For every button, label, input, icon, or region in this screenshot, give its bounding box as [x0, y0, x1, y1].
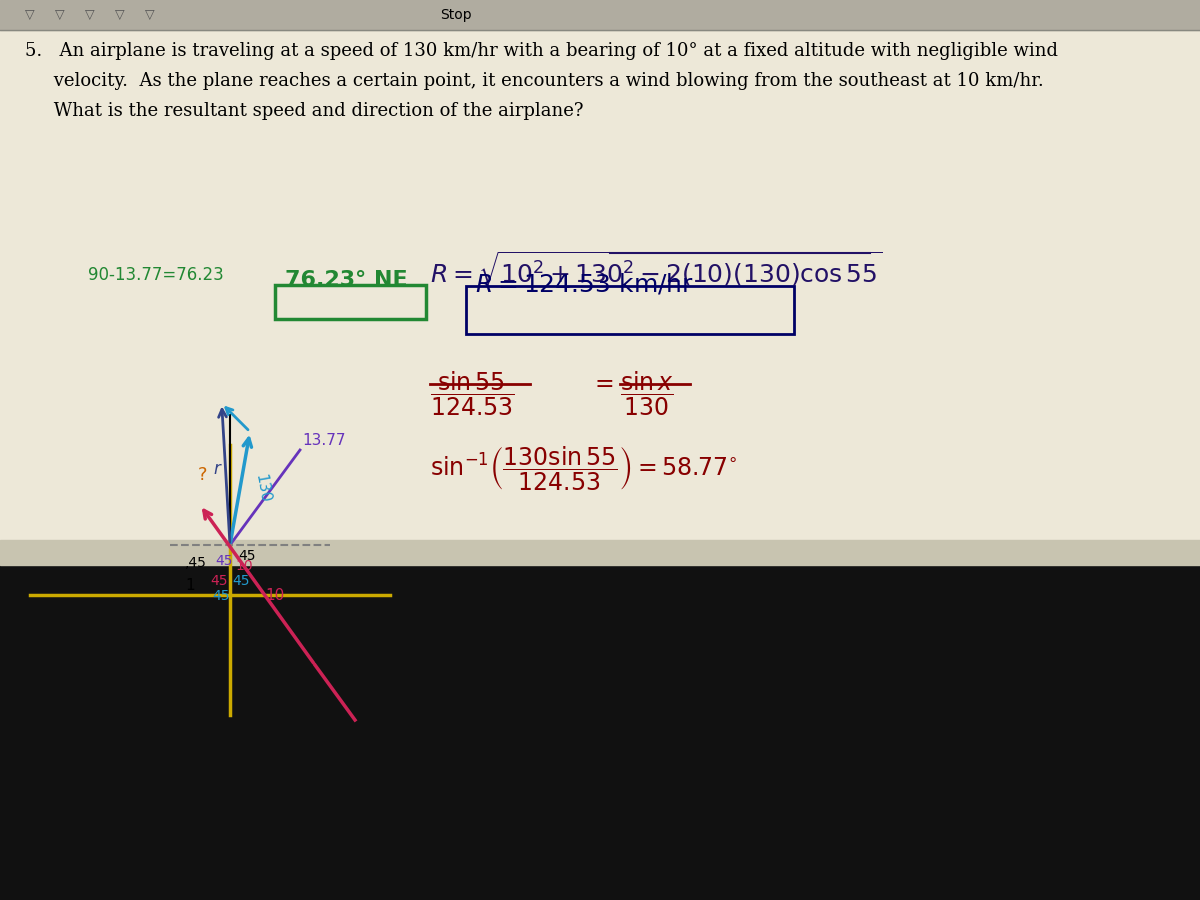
- Text: 90-13.77=76.23: 90-13.77=76.23: [88, 266, 223, 284]
- Text: 13.77: 13.77: [302, 433, 346, 448]
- Text: 45: 45: [215, 554, 233, 568]
- Text: ▽: ▽: [115, 8, 125, 22]
- Text: $\dfrac{\sin55}{124.53}$: $\dfrac{\sin55}{124.53}$: [430, 370, 515, 418]
- Text: r: r: [214, 460, 221, 478]
- Text: ▽: ▽: [85, 8, 95, 22]
- Text: 45: 45: [238, 549, 256, 563]
- Bar: [0, 0, 1200, 30]
- Text: What is the resultant speed and direction of the airplane?: What is the resultant speed and directio…: [25, 102, 583, 120]
- Text: ▽: ▽: [55, 8, 65, 22]
- Text: ▽: ▽: [145, 8, 155, 22]
- Text: 45: 45: [212, 589, 229, 603]
- Bar: [0, 540, 1200, 565]
- Text: 130: 130: [252, 472, 271, 504]
- Text: $R = \sqrt{10^2+130^2-2(10)(130)\cos55}$: $R = \sqrt{10^2+130^2-2(10)(130)\cos55}$: [430, 250, 883, 290]
- Text: $=$: $=$: [590, 370, 614, 394]
- Text: 10: 10: [235, 559, 253, 573]
- Text: Stop: Stop: [440, 8, 472, 22]
- Bar: [0, 565, 1200, 900]
- Text: velocity.  As the plane reaches a certain point, it encounters a wind blowing fr: velocity. As the plane reaches a certain…: [25, 72, 1044, 90]
- Text: $\dfrac{\sin x}{130}$: $\dfrac{\sin x}{130}$: [620, 370, 674, 418]
- Text: $\sin^{-1}\!\left(\dfrac{130\sin55}{124.53}\right) = 58.77^{\circ}$: $\sin^{-1}\!\left(\dfrac{130\sin55}{124.…: [430, 445, 738, 493]
- Text: 45: 45: [232, 574, 250, 588]
- Text: 10: 10: [265, 588, 284, 603]
- Text: ,45: ,45: [185, 556, 206, 570]
- Text: $R=124.53 \ \mathrm{km/hr}$: $R=124.53 \ \mathrm{km/hr}$: [475, 272, 694, 297]
- Text: ▽: ▽: [25, 8, 35, 22]
- Text: 45: 45: [210, 574, 228, 588]
- Text: ?: ?: [198, 466, 208, 484]
- Text: 5.   An airplane is traveling at a speed of 130 km/hr with a bearing of 10° at a: 5. An airplane is traveling at a speed o…: [25, 42, 1058, 60]
- Text: 76.23° NE: 76.23° NE: [286, 270, 408, 290]
- Text: 1: 1: [185, 578, 194, 593]
